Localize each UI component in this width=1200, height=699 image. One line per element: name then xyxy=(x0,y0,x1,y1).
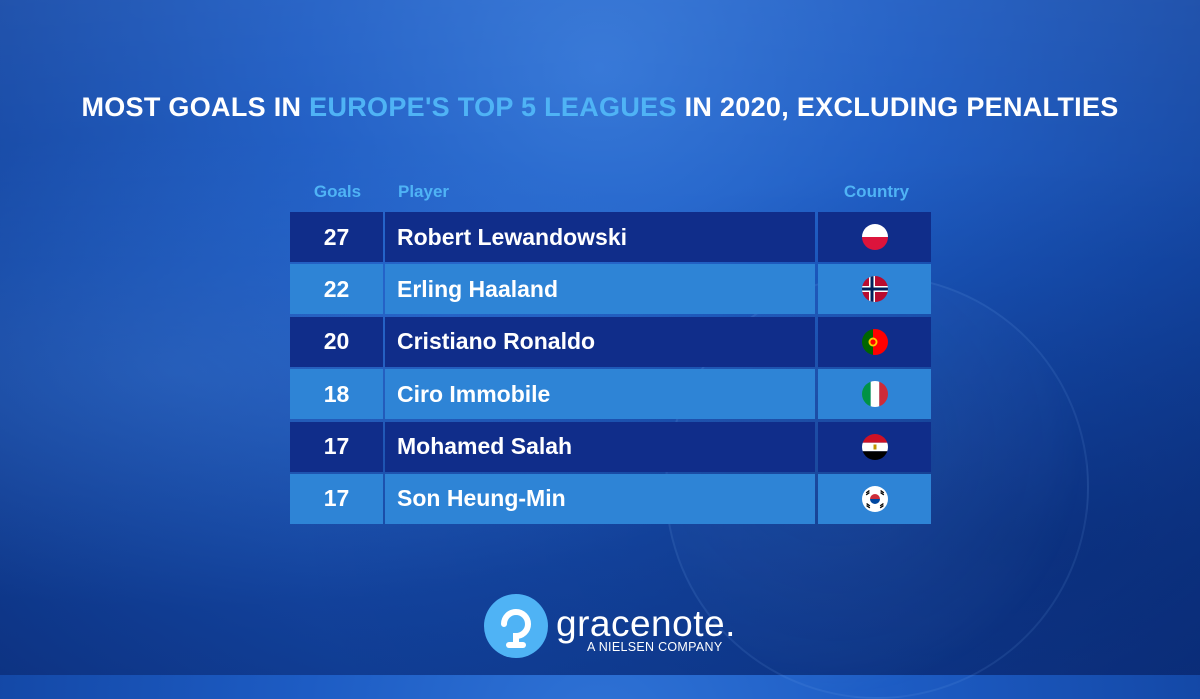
portugal-flag-icon xyxy=(861,328,888,355)
egypt-flag-icon xyxy=(861,433,888,460)
column-header-country: Country xyxy=(843,182,910,201)
player-name: Mohamed Salah xyxy=(397,433,573,460)
goals-cell: 17 xyxy=(290,473,383,524)
table-row: 27 Robert Lewandowski xyxy=(290,212,933,262)
goals-cell: 22 xyxy=(290,264,383,315)
goals-value: 20 xyxy=(323,328,350,355)
table-row: 22 Erling Haaland xyxy=(290,264,933,315)
south-korea-flag-icon xyxy=(861,485,888,512)
player-cell: Mohamed Salah xyxy=(385,421,815,472)
italy-flag-icon xyxy=(861,381,888,408)
player-cell: Cristiano Ronaldo xyxy=(385,316,815,367)
player-cell: Ciro Immobile xyxy=(385,369,815,420)
table-row: 18 Ciro Immobile xyxy=(290,369,933,420)
goals-table: 27 Robert Lewandowski 22 Erling Haaland xyxy=(290,212,933,526)
table-row: 17 Son Heung-Min xyxy=(290,473,933,524)
country-cell xyxy=(818,264,931,315)
country-cell xyxy=(818,212,931,262)
goals-cell: 18 xyxy=(290,369,383,420)
column-header-player: Player xyxy=(398,182,450,201)
player-cell: Son Heung-Min xyxy=(385,473,815,524)
country-cell xyxy=(818,473,931,524)
country-cell xyxy=(818,369,931,420)
player-cell: Robert Lewandowski xyxy=(385,212,815,262)
title-part-2: IN 2020, EXCLUDING PENALTIES xyxy=(676,92,1119,122)
player-name: Ciro Immobile xyxy=(397,380,551,407)
goals-value: 17 xyxy=(323,433,350,460)
goals-value: 18 xyxy=(323,380,350,407)
page-title: MOST GOALS IN EUROPE'S TOP 5 LEAGUES IN … xyxy=(0,92,1200,123)
table-row: 17 Mohamed Salah xyxy=(290,421,933,472)
goals-cell: 27 xyxy=(290,212,383,262)
gracenote-logo-icon xyxy=(484,594,548,658)
goals-value: 17 xyxy=(323,485,350,512)
goals-cell: 20 xyxy=(290,316,383,367)
player-name: Robert Lewandowski xyxy=(397,223,628,250)
country-cell xyxy=(818,316,931,367)
norway-flag-icon xyxy=(861,276,888,303)
player-name: Son Heung-Min xyxy=(397,485,566,512)
country-cell xyxy=(818,421,931,472)
goals-cell: 17 xyxy=(290,421,383,472)
player-name: Cristiano Ronaldo xyxy=(397,328,596,355)
goals-value: 27 xyxy=(323,223,350,250)
title-highlight: EUROPE'S TOP 5 LEAGUES xyxy=(309,92,677,122)
poland-flag-icon xyxy=(861,224,888,250)
title-part-1: MOST GOALS IN xyxy=(81,92,310,122)
table-row: 20 Cristiano Ronaldo xyxy=(290,316,933,367)
player-name: Erling Haaland xyxy=(397,275,559,302)
brand-name: gracenote. xyxy=(556,603,736,644)
player-cell: Erling Haaland xyxy=(385,264,815,315)
goals-value: 22 xyxy=(323,275,350,302)
brand-tagline: A NIELSEN COMPANY xyxy=(587,640,723,654)
column-header-goals: Goals xyxy=(313,182,362,201)
